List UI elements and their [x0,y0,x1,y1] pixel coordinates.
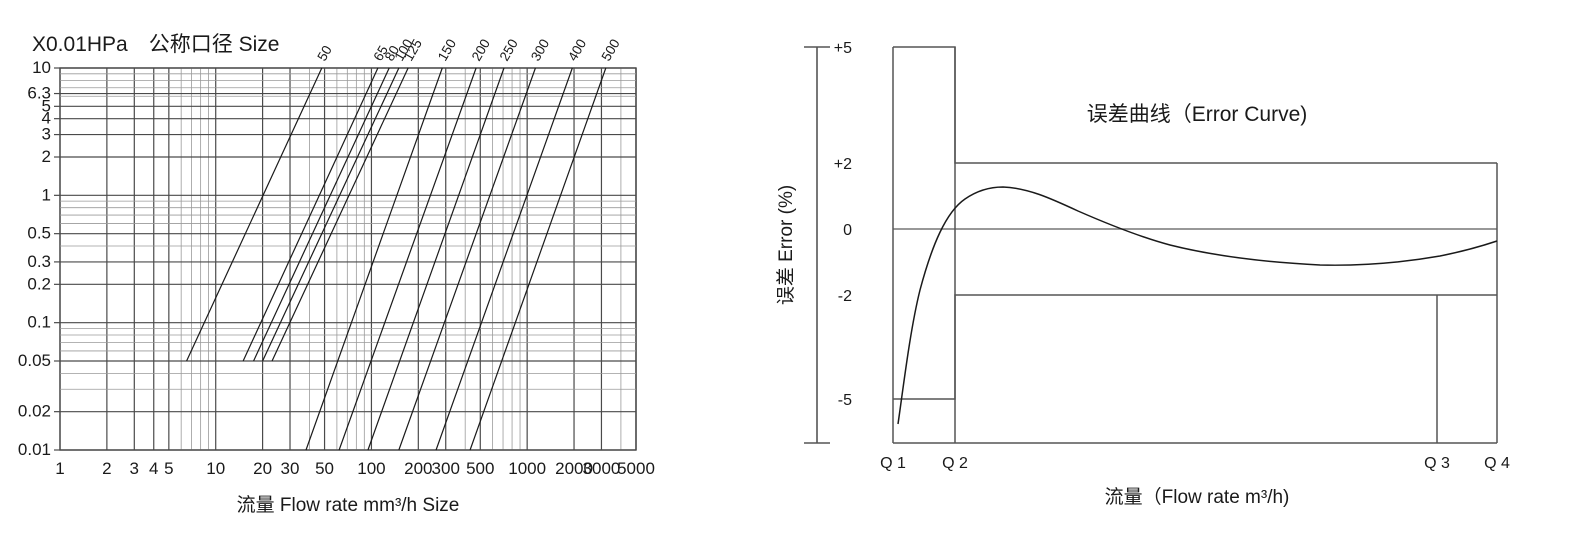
error-y-axis [804,46,830,444]
left-x-tick-label: 30 [281,459,300,478]
error-chart-title: 误差曲线（Error Curve) [1087,103,1308,126]
size-line [262,67,400,362]
left-x-tick-label: 200 [404,459,432,478]
size-line-label: 65 [370,43,391,64]
error-x-tick-label: Q 4 [1484,455,1510,472]
error-y-tick-labels: +5 +2 0 -2 -5 [834,40,852,409]
left-y-tick-label: 10 [32,58,51,77]
size-line-label: 500 [598,36,622,63]
error-x-tick-label: Q 2 [942,455,968,472]
error-x-tick-labels: Q 1 Q 2 Q 3 Q 4 [880,455,1510,472]
left-x-tick-label: 5 [164,459,173,478]
left-x-tick-label: 5000 [617,459,655,478]
left-x-tick-label: 3 [130,459,139,478]
size-line [186,67,323,362]
size-line-label: 250 [497,36,521,63]
error-x-axis-label: 流量（Flow rate m³/h) [1105,486,1290,508]
size-line-label: 80 [382,43,403,64]
left-x-tick-label: 1000 [508,459,546,478]
left-x-tick-label: 3000 [583,459,621,478]
left-x-tick-label: 100 [357,459,385,478]
pressure-loss-chart-panel: X0.01HPa 公称口径 Size 50 65 80 100 125 150 200 250… [0,0,760,550]
left-x-tick-label: 10 [206,459,225,478]
left-x-axis-label: 流量 Flow rate mm³/h Size [237,494,460,516]
error-x-tick-label: Q 1 [880,455,906,472]
size-line-label: 150 [435,36,459,63]
size-line-label: 400 [565,36,589,63]
left-y-tick-label: 2 [42,147,51,166]
left-y-tick-label: 4 [42,109,51,128]
left-y-tick-label: 0.05 [18,351,51,370]
error-y-tick-label: +5 [834,40,852,57]
left-y-tick-label: 5 [42,96,51,115]
left-y-tick-label: 6.3 [27,84,51,103]
size-line [338,67,477,451]
size-line [305,67,443,451]
left-x-tick-label: 500 [466,459,494,478]
left-x-tick-label: 1 [55,459,64,478]
error-y-tick-label: 0 [843,222,852,239]
size-line [435,67,573,451]
size-line-label: 50 [314,43,335,64]
left-y-tick-label: 0.2 [27,274,51,293]
size-line-label: 200 [469,36,493,63]
size-line [469,67,607,451]
left-y-tick-label: 3 [42,125,51,144]
error-y-tick-label: -2 [838,288,852,305]
error-y-tick-label: +2 [834,156,852,173]
left-y-tick-label: 0.01 [18,440,51,459]
error-curve-svg: +5 +2 0 -2 -5 误差 Error (%) 误差曲线（Error Curve)… [775,40,1510,508]
size-line [253,67,390,362]
left-plot-frame [59,67,637,451]
left-x-tick-label: 2000 [555,459,593,478]
size-line [271,67,409,362]
error-y-axis-label: 误差 Error (%) [775,185,797,305]
left-x-tick-label: 4 [149,459,158,478]
lower-tolerance-band [893,294,1497,400]
left-chart-title: X0.01HPa 公称口径 Size [32,33,279,56]
left-x-axis-ticks: 1 2 3 4 5 10 20 30 50 100 200 300 500 1000 20003000500… [55,459,655,478]
size-line-label: 300 [528,36,552,63]
left-y-tick-label: 0.5 [27,224,51,243]
left-y-tick-label: 1 [42,185,51,204]
left-y-tick-label: 0.1 [27,313,51,332]
error-y-tick-label: -5 [838,392,852,409]
size-line [398,67,536,451]
size-lines-group [186,67,607,451]
error-curve-path [897,186,1498,425]
left-x-tick-label: 50 [315,459,334,478]
left-x-tick-label: 300 [432,459,460,478]
left-y-tick-label: 0.02 [18,402,51,421]
left-x-tick-label: 20 [253,459,272,478]
error-x-tick-label: Q 3 [1424,455,1450,472]
left-y-tick-label: 0.3 [27,252,51,271]
size-line [242,67,379,362]
error-curve-panel: +5 +2 0 -2 -5 误差 Error (%) 误差曲线（Error Curve)… [760,0,1583,550]
left-x-tick-label: 2 [102,459,111,478]
size-line [367,67,505,451]
